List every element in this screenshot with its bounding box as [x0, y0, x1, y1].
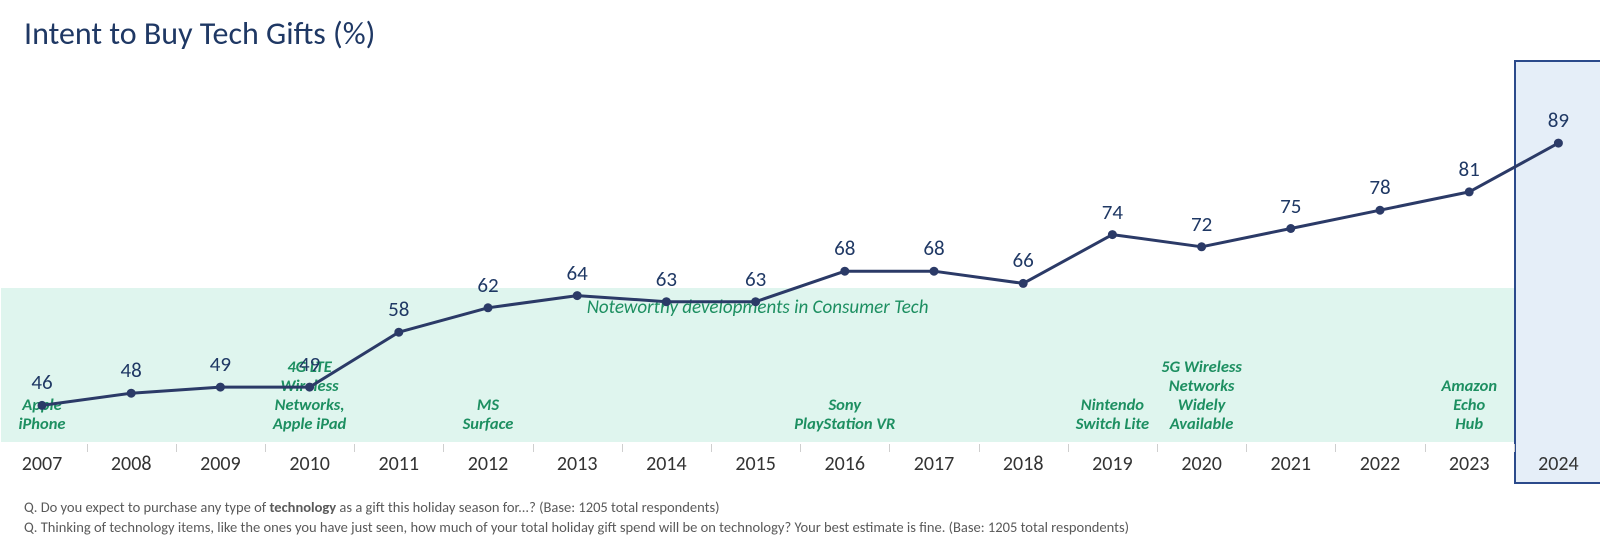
x-axis-label: 2018	[1003, 452, 1044, 476]
data-marker	[1019, 279, 1028, 288]
data-marker	[930, 267, 939, 276]
x-axis-label: 2008	[111, 452, 152, 476]
x-axis-label: 2022	[1360, 452, 1401, 476]
x-axis-label: 2024	[1538, 452, 1579, 476]
data-marker	[751, 297, 760, 306]
x-axis-label: 2007	[22, 452, 63, 476]
data-label: 49	[210, 351, 231, 377]
x-axis-label: 2020	[1181, 452, 1222, 476]
data-label: 64	[567, 260, 588, 286]
x-axis-label: 2014	[646, 452, 687, 476]
data-label: 68	[923, 235, 944, 261]
chart-area: Noteworthy developments in Consumer Tech…	[0, 60, 1600, 480]
footnote-1-bold: technology	[269, 498, 336, 516]
x-axis-label: 2012	[468, 452, 509, 476]
data-marker	[1376, 206, 1385, 215]
x-axis-label: 2011	[379, 452, 420, 476]
data-marker	[127, 389, 136, 398]
data-marker	[840, 267, 849, 276]
data-label: 63	[656, 266, 677, 292]
data-label: 89	[1548, 107, 1569, 133]
data-marker	[573, 291, 582, 300]
data-marker	[484, 303, 493, 312]
x-axis-label: 2019	[1092, 452, 1133, 476]
data-marker	[38, 401, 47, 410]
x-axis-label: 2017	[914, 452, 955, 476]
footnote-2: Q. Thinking of technology items, like th…	[24, 518, 1129, 536]
x-axis-label: 2021	[1271, 452, 1312, 476]
x-axis-label: 2010	[289, 452, 330, 476]
data-label: 48	[121, 357, 142, 383]
data-marker	[662, 297, 671, 306]
data-label: 74	[1102, 199, 1123, 225]
x-axis-label: 2015	[735, 452, 776, 476]
data-marker	[394, 328, 403, 337]
chart-title: Intent to Buy Tech Gifts (%)	[24, 14, 375, 53]
footnote-1: Q. Do you expect to purchase any type of…	[24, 498, 720, 516]
data-marker	[305, 383, 314, 392]
data-label: 62	[477, 272, 498, 298]
footnote-1-suffix: as a gift this holiday season for...? (B…	[336, 498, 719, 516]
line-chart-svg	[0, 60, 1600, 480]
x-axis-label: 2023	[1449, 452, 1490, 476]
x-axis-label: 2013	[557, 452, 598, 476]
data-label: 58	[388, 296, 409, 322]
data-label: 63	[745, 266, 766, 292]
data-marker	[216, 383, 225, 392]
data-label: 49	[299, 351, 320, 377]
x-axis-label: 2016	[825, 452, 866, 476]
data-label: 68	[834, 235, 855, 261]
footnote-1-prefix: Q. Do you expect to purchase any type of	[24, 498, 269, 516]
series-line	[42, 143, 1558, 405]
x-axis-label: 2009	[200, 452, 241, 476]
data-label: 46	[31, 369, 52, 395]
data-marker	[1465, 187, 1474, 196]
data-label: 78	[1369, 174, 1390, 200]
data-marker	[1197, 242, 1206, 251]
data-label: 66	[1013, 247, 1034, 273]
data-marker	[1554, 139, 1563, 148]
data-label: 75	[1280, 193, 1301, 219]
data-label: 72	[1191, 211, 1212, 237]
data-marker	[1108, 230, 1117, 239]
data-label: 81	[1459, 156, 1480, 182]
data-marker	[1286, 224, 1295, 233]
